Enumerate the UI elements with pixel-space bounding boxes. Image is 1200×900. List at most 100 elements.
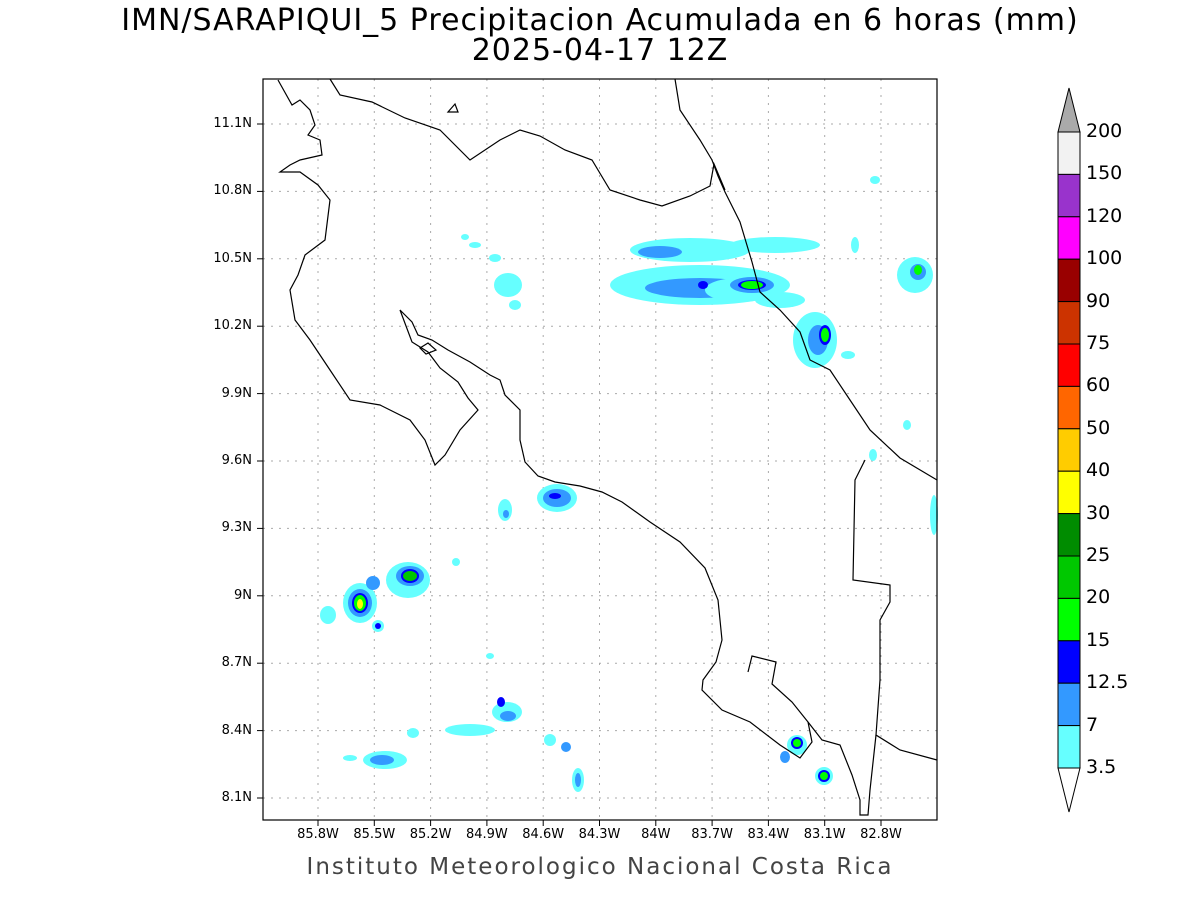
- precip-contour: [445, 724, 495, 736]
- colorbar-swatch: [1057, 640, 1081, 684]
- lat-tick-label: 10.5N: [213, 250, 252, 266]
- coastline: [277, 79, 813, 759]
- lon-tick-label: 83.4W: [747, 827, 790, 842]
- colorbar-label: 50: [1086, 416, 1111, 439]
- lat-tick-label: 8.4N: [221, 722, 252, 738]
- footer-credit: Instituto Meteorologico Nacional Costa R…: [306, 854, 894, 880]
- precip-contour: [489, 254, 501, 262]
- colorbar-swatch: [1057, 343, 1081, 387]
- coastline: [852, 459, 938, 761]
- colorbar-label: 150: [1086, 162, 1123, 185]
- colorbar-swatch: [1057, 597, 1081, 642]
- colorbar-swatch: [1057, 173, 1081, 218]
- lon-tick-label: 84.6W: [522, 827, 565, 842]
- colorbar-label: 100: [1086, 247, 1123, 270]
- precip-contour: [549, 493, 561, 499]
- precip-contour: [320, 606, 336, 624]
- precipitation-shading: [320, 176, 938, 792]
- precip-contour: [755, 292, 805, 308]
- colorbar-swatch: [1057, 258, 1081, 303]
- precip-contour: [509, 300, 521, 310]
- lat-tick-label: 9.9N: [221, 385, 252, 401]
- colorbar-over-triangle: [1057, 87, 1081, 133]
- precip-contour: [366, 576, 380, 590]
- lat-tick-label: 8.1N: [221, 790, 252, 805]
- lon-tick-label: 85.2W: [409, 827, 452, 842]
- precip-contour: [638, 246, 682, 258]
- colorbar-label: 25: [1086, 544, 1111, 566]
- colorbar-swatch: [1057, 725, 1081, 769]
- precip-contour: [357, 599, 363, 609]
- coastline: [446, 102, 459, 113]
- axis-ticks: [257, 123, 882, 826]
- colorbar-swatch: [1057, 301, 1081, 345]
- lat-tick-label: 10.8N: [213, 183, 252, 199]
- precip-contour: [780, 751, 790, 763]
- precip-contour: [370, 755, 394, 765]
- precip-contour: [486, 653, 494, 659]
- precip-contour: [343, 755, 357, 761]
- precip-contour: [851, 237, 859, 253]
- lon-tick-label: 83.1W: [803, 827, 846, 842]
- colorbar-label: 15: [1086, 628, 1111, 651]
- coastline: [419, 342, 438, 355]
- colorbar-swatch: [1057, 555, 1081, 599]
- colorbar-label: 60: [1086, 374, 1111, 397]
- precip-contour: [461, 234, 469, 240]
- colorbar-label: 120: [1086, 204, 1123, 227]
- colorbar-swatch: [1057, 513, 1081, 557]
- lon-tick-label: 82.8W: [860, 827, 902, 842]
- lat-tick-label: 11.1N: [213, 116, 252, 131]
- map-frame: [262, 78, 938, 821]
- colorbar-swatch: [1057, 682, 1081, 727]
- precip-contour: [407, 728, 419, 738]
- precip-contour: [869, 449, 877, 461]
- colorbar-label: 7: [1086, 713, 1099, 736]
- precip-contour: [841, 351, 855, 359]
- lat-tick-label: 9.6N: [221, 453, 252, 468]
- precip-contour: [403, 571, 417, 581]
- lon-tick-label: 83.7W: [691, 827, 733, 842]
- precip-contour: [500, 711, 516, 721]
- colorbar-label: 40: [1086, 459, 1111, 482]
- precip-contour: [741, 281, 763, 289]
- precip-contour: [821, 328, 829, 342]
- coastline: [329, 78, 726, 207]
- precip-contour: [375, 623, 381, 629]
- lon-tick-label: 85.8W: [297, 827, 339, 842]
- lon-tick-label: 85.5W: [353, 827, 396, 842]
- precip-contour: [452, 558, 460, 566]
- colorbar-swatch: [1057, 470, 1081, 515]
- lon-tick-label: 84.3W: [578, 827, 621, 842]
- colorbar-label: 75: [1086, 332, 1111, 354]
- coastline: [674, 78, 938, 481]
- colorbar-label: 90: [1086, 289, 1111, 312]
- lon-tick-label: 84W: [641, 827, 671, 842]
- colorbar-label: 12.5: [1086, 671, 1129, 694]
- lat-tick-label: 9.3N: [221, 520, 252, 536]
- colorbar-swatch: [1057, 131, 1081, 175]
- colorbar-label: 3.5: [1086, 756, 1117, 778]
- precip-contour: [561, 742, 571, 752]
- colorbar-swatch: [1057, 216, 1081, 260]
- lat-tick-label: 9N: [234, 587, 252, 603]
- precip-contour: [503, 510, 509, 518]
- precip-contour: [930, 495, 938, 535]
- precip-contour: [497, 697, 505, 707]
- precip-contour: [870, 176, 880, 184]
- precip-contour: [494, 273, 522, 297]
- colorbar-swatch: [1057, 385, 1081, 430]
- precip-contour: [793, 739, 801, 747]
- colorbar-label: 200: [1086, 120, 1123, 142]
- lat-tick-label: 8.7N: [221, 655, 252, 671]
- colorbar-label: 20: [1086, 586, 1111, 609]
- precip-contour: [575, 773, 581, 787]
- precip-contour: [820, 772, 828, 780]
- coastline: [807, 721, 877, 816]
- precip-contour: [469, 242, 481, 248]
- precip-contour: [903, 420, 911, 430]
- colorbar-under-triangle: [1057, 767, 1081, 813]
- map-subtitle: 2025-04-17 12Z: [471, 33, 729, 68]
